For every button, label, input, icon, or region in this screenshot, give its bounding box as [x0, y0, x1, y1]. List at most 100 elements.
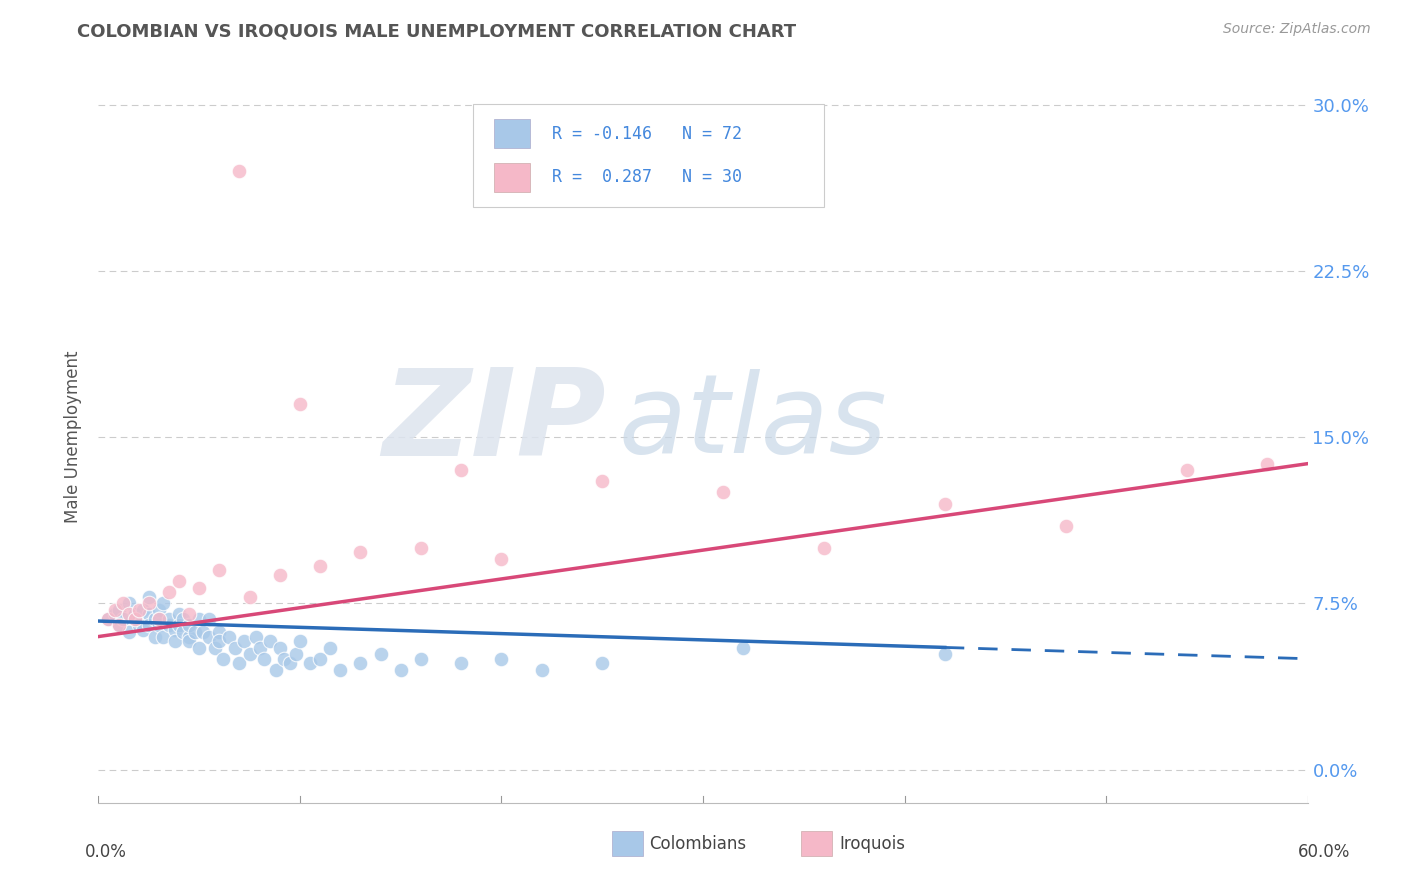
Point — [228, 164, 250, 178]
Text: 60.0%: 60.0% — [1298, 843, 1351, 861]
Point — [228, 656, 250, 670]
Point — [491, 651, 513, 665]
Point — [450, 463, 472, 477]
Point — [264, 663, 287, 677]
Point — [148, 612, 170, 626]
Point — [152, 596, 174, 610]
Point — [309, 558, 332, 573]
Point — [389, 663, 412, 677]
Point — [163, 623, 186, 637]
Point — [148, 618, 170, 632]
Point — [259, 634, 281, 648]
Point — [450, 656, 472, 670]
Point — [132, 603, 155, 617]
Point — [309, 651, 332, 665]
Point — [172, 625, 194, 640]
Point — [212, 651, 235, 665]
Point — [111, 596, 134, 610]
Point — [193, 625, 215, 640]
Point — [188, 640, 211, 655]
Point — [128, 618, 150, 632]
Point — [107, 618, 129, 632]
Point — [103, 603, 125, 617]
Point — [278, 656, 301, 670]
Text: 0.0%: 0.0% — [84, 843, 127, 861]
Point — [934, 648, 956, 662]
Point — [491, 552, 513, 566]
Point — [813, 541, 835, 555]
Text: COLOMBIAN VS IROQUOIS MALE UNEMPLOYMENT CORRELATION CHART: COLOMBIAN VS IROQUOIS MALE UNEMPLOYMENT … — [77, 22, 796, 40]
Point — [143, 630, 166, 644]
Point — [138, 618, 160, 632]
Point — [208, 563, 231, 577]
Point — [269, 567, 291, 582]
Point — [198, 630, 221, 644]
Point — [167, 618, 190, 632]
Text: Colombians: Colombians — [650, 835, 747, 853]
Point — [224, 640, 246, 655]
Point — [218, 630, 240, 644]
Text: R =  0.287   N = 30: R = 0.287 N = 30 — [551, 169, 742, 186]
Y-axis label: Male Unemployment: Male Unemployment — [65, 351, 83, 524]
Point — [349, 545, 371, 559]
Point — [208, 625, 231, 640]
Point — [349, 656, 371, 670]
Point — [284, 648, 307, 662]
Point — [107, 603, 129, 617]
Point — [124, 612, 146, 626]
FancyBboxPatch shape — [612, 831, 643, 856]
Point — [733, 640, 755, 655]
Point — [138, 590, 160, 604]
FancyBboxPatch shape — [494, 163, 530, 192]
FancyBboxPatch shape — [474, 104, 824, 207]
Point — [288, 397, 311, 411]
FancyBboxPatch shape — [801, 831, 832, 856]
Point — [319, 640, 342, 655]
Point — [148, 603, 170, 617]
Point — [288, 634, 311, 648]
Point — [111, 612, 134, 626]
Point — [97, 612, 120, 626]
Point — [409, 651, 432, 665]
Text: Source: ZipAtlas.com: Source: ZipAtlas.com — [1223, 22, 1371, 37]
Point — [172, 612, 194, 626]
Point — [148, 612, 170, 626]
Point — [239, 648, 262, 662]
Point — [167, 607, 190, 622]
Text: R = -0.146   N = 72: R = -0.146 N = 72 — [551, 125, 742, 143]
Point — [591, 656, 613, 670]
Point — [208, 634, 231, 648]
Point — [103, 607, 125, 622]
Point — [157, 585, 180, 599]
Point — [179, 607, 201, 622]
Point — [409, 541, 432, 555]
FancyBboxPatch shape — [494, 119, 530, 148]
Point — [934, 497, 956, 511]
Point — [184, 625, 207, 640]
Point — [591, 475, 613, 489]
Text: atlas: atlas — [619, 369, 887, 476]
Point — [118, 625, 141, 640]
Point — [204, 640, 226, 655]
Point — [138, 607, 160, 622]
Point — [157, 612, 180, 626]
Point — [188, 581, 211, 595]
Point — [163, 634, 186, 648]
Point — [97, 612, 120, 626]
Point — [118, 607, 141, 622]
Point — [179, 630, 201, 644]
Point — [245, 630, 267, 644]
Point — [249, 640, 271, 655]
Point — [198, 612, 221, 626]
Point — [1175, 463, 1198, 477]
Point — [132, 623, 155, 637]
Point — [107, 618, 129, 632]
Point — [138, 596, 160, 610]
Point — [530, 663, 553, 677]
Point — [167, 574, 190, 589]
Point — [179, 634, 201, 648]
Point — [1256, 457, 1278, 471]
Point — [239, 590, 262, 604]
Point — [370, 648, 392, 662]
Text: ZIP: ZIP — [382, 364, 606, 481]
